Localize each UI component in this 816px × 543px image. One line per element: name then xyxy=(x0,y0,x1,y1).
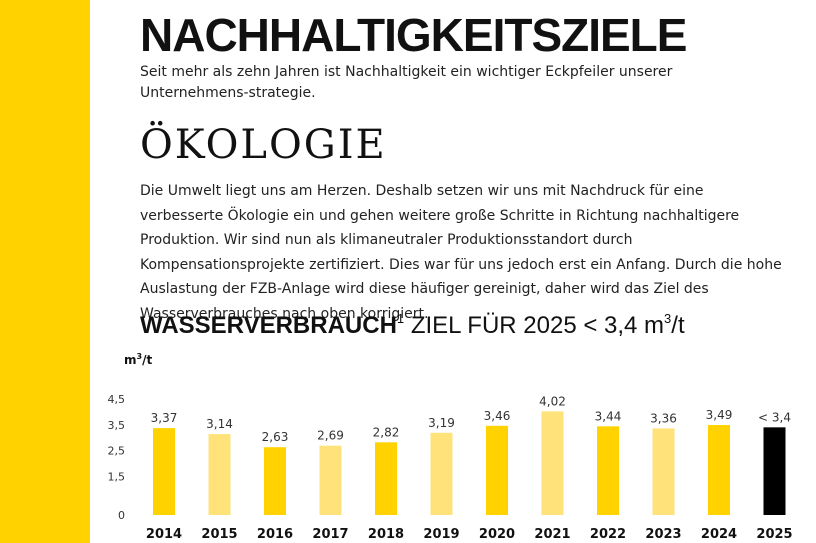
x-category-label: 2022 xyxy=(590,527,626,542)
value-label: 3,46 xyxy=(484,409,511,423)
x-category-label: 2024 xyxy=(701,527,737,542)
y-tick-label: 3,5 xyxy=(108,419,126,432)
body-paragraph: Die Umwelt liegt uns am Herzen. Deshalb … xyxy=(140,183,782,322)
bar xyxy=(541,411,564,515)
y-tick-label: 0 xyxy=(118,509,125,522)
y-tick-label: 2,5 xyxy=(108,445,126,458)
chart-title-footnote: 1 xyxy=(396,311,405,326)
value-label: 3,49 xyxy=(706,408,733,422)
value-label: 3,14 xyxy=(206,417,233,431)
bar xyxy=(208,434,231,515)
unit-sup: 3 xyxy=(136,352,143,361)
value-label: 3,37 xyxy=(151,411,178,425)
chart-title-rest: ZIEL FÜR 2025 < 3,4 m xyxy=(404,312,665,339)
value-label: 2,63 xyxy=(262,430,289,444)
bar xyxy=(264,447,286,515)
value-label: 3,19 xyxy=(428,416,455,430)
yellow-sidebar xyxy=(0,0,90,543)
x-category-label: 2018 xyxy=(368,527,404,542)
chart-title-bold: WASSERVERBRAUCH xyxy=(140,312,397,339)
y-tick-label: 4,5 xyxy=(108,393,126,406)
bar xyxy=(153,428,175,515)
bar xyxy=(430,432,453,515)
chart-title-unit-sup: 3 xyxy=(664,311,672,326)
page-title: NACHHALTIGKEITSZIELE xyxy=(140,9,687,61)
value-label: < 3,4 xyxy=(758,410,791,424)
bar xyxy=(763,427,786,515)
x-category-label: 2020 xyxy=(479,527,515,542)
section-title: ÖKOLOGIE xyxy=(140,122,387,168)
value-label: 3,44 xyxy=(595,409,622,423)
unit-main: m xyxy=(124,353,137,367)
chart-title: WASSERVERBRAUCH1 ZIEL FÜR 2025 < 3,4 m3/… xyxy=(140,311,685,340)
bar xyxy=(375,442,397,515)
chart-title-tail: /t xyxy=(671,312,685,339)
x-category-label: 2023 xyxy=(645,527,681,542)
bar xyxy=(652,428,675,515)
bar xyxy=(708,425,730,515)
x-category-label: 2017 xyxy=(312,527,348,542)
unit-tail: /t xyxy=(142,353,153,367)
x-category-label: 2016 xyxy=(257,527,293,542)
x-category-label: 2019 xyxy=(423,527,459,542)
x-category-label: 2025 xyxy=(756,527,792,542)
value-label: 2,82 xyxy=(373,425,400,439)
x-category-label: 2015 xyxy=(201,527,237,542)
x-category-label: 2021 xyxy=(534,527,570,542)
bar xyxy=(597,426,619,515)
y-tick-label: 1,5 xyxy=(108,470,126,483)
value-label: 2,69 xyxy=(317,429,344,443)
bar xyxy=(319,445,342,515)
x-category-label: 2014 xyxy=(146,527,182,542)
value-label: 3,36 xyxy=(650,411,677,425)
bar xyxy=(486,425,508,515)
value-label: 4,02 xyxy=(539,394,566,408)
intro-text: Seit mehr als zehn Jahren ist Nachhaltig… xyxy=(140,64,673,101)
y-axis-unit-label: m3/t xyxy=(124,352,152,367)
